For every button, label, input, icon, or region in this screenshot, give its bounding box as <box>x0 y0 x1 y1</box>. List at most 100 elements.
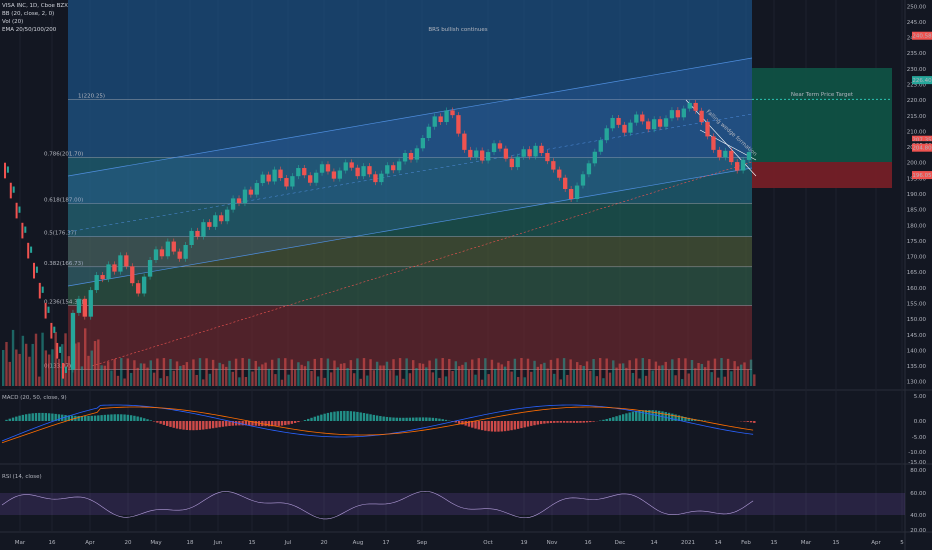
volume-bar <box>421 363 425 386</box>
price-tag-label: 204.80 <box>912 146 932 152</box>
candle <box>444 110 449 123</box>
candle <box>331 171 337 179</box>
candle <box>296 168 301 177</box>
macd-histogram-bar <box>431 417 435 421</box>
volume-bar <box>431 372 435 386</box>
macd-histogram-bar <box>287 421 290 425</box>
volume-bar <box>500 364 503 386</box>
macd-histogram-bar <box>211 421 215 429</box>
volume-bar <box>572 369 576 386</box>
volume-bar <box>595 376 599 386</box>
candle <box>213 215 218 227</box>
legend-ema[interactable]: EMA 20/50/100/200 <box>2 27 57 33</box>
macd-histogram-bar <box>687 417 690 421</box>
candle <box>385 165 390 174</box>
candle <box>462 133 467 150</box>
macd-histogram-bar <box>205 421 208 430</box>
candle <box>141 276 147 294</box>
candle <box>646 121 651 130</box>
volume-bar <box>717 377 720 386</box>
volume-bar <box>188 369 192 386</box>
volume-bar <box>44 350 48 386</box>
volume-bar <box>398 358 402 386</box>
volume-bar <box>651 370 654 386</box>
volume-bar <box>736 366 740 386</box>
candle <box>746 152 752 160</box>
macd-histogram-bar <box>254 421 257 426</box>
legend-vol[interactable]: Vol (20) <box>2 19 24 25</box>
macd-histogram-bar <box>310 417 313 421</box>
volume-bar <box>47 354 51 386</box>
signal-line <box>1 406 754 444</box>
macd-histogram-bar <box>421 417 425 421</box>
macd-histogram-bar <box>494 421 497 432</box>
candle <box>580 174 586 186</box>
macd-histogram-bar <box>405 417 408 421</box>
volume-bar <box>457 366 461 386</box>
volume-bar <box>330 372 333 386</box>
candle <box>88 290 93 317</box>
volume-bar <box>267 368 271 386</box>
macd-histogram-bar <box>57 414 61 421</box>
volume-bar <box>320 358 323 386</box>
volume-bar <box>80 366 84 386</box>
volume-bar <box>293 369 297 386</box>
macd-histogram-bar <box>274 421 277 427</box>
volume-bar <box>592 359 595 386</box>
macd-histogram-bar <box>47 413 51 421</box>
volume-bar <box>507 360 510 386</box>
macd-histogram-bar <box>536 421 540 425</box>
candle <box>219 215 224 222</box>
y-tick-label: 145.00 <box>907 333 927 339</box>
macd-histogram-bar <box>572 421 576 423</box>
volume-bar <box>254 360 257 386</box>
legend-bb[interactable]: BB (20, close, 2, 0) <box>2 11 55 17</box>
volume-bar <box>284 358 287 386</box>
volume-bar <box>300 364 303 386</box>
macd-histogram-bar <box>526 421 530 427</box>
macd-histogram-bar <box>579 421 582 423</box>
candle <box>515 156 520 168</box>
volume-bar <box>582 365 585 386</box>
candle <box>21 222 24 239</box>
candle <box>723 150 728 158</box>
candle <box>735 162 740 171</box>
macd-histogram-bar <box>523 421 526 428</box>
macd-histogram-bar <box>80 416 84 421</box>
candle <box>6 166 9 173</box>
macd-histogram-bar <box>303 420 307 421</box>
volume-bar <box>8 361 11 386</box>
rsi-tick-label: 40.00 <box>910 513 926 519</box>
macd-histogram-bar <box>566 421 569 423</box>
candle <box>699 110 704 123</box>
candle <box>343 162 348 171</box>
fib-zone <box>68 157 752 204</box>
candle <box>355 167 360 177</box>
volume-bar <box>159 378 162 386</box>
volume-bar <box>257 366 261 386</box>
y-tick-label: 150.00 <box>907 317 927 323</box>
macd-histogram-bar <box>221 421 225 427</box>
volume-bar <box>434 358 438 386</box>
volume-bar <box>667 369 671 386</box>
macd-histogram-bar <box>457 421 461 424</box>
volume-bar <box>428 360 431 386</box>
candle <box>236 198 242 204</box>
volume-bar <box>277 358 280 386</box>
candle <box>450 110 455 116</box>
x-tick-label: 15 <box>771 540 778 546</box>
y-tick-label: 215.00 <box>907 114 927 120</box>
volume-bar <box>5 341 8 386</box>
volume-bar <box>211 359 215 386</box>
channel-mid <box>67 113 753 233</box>
candle <box>224 209 230 222</box>
macd-histogram-bar <box>648 410 651 421</box>
legend-symbol[interactable]: VISA INC, 1D, Cboe BZX <box>2 3 68 9</box>
candle <box>414 148 420 160</box>
volume-bar <box>635 358 638 386</box>
volume-bar <box>694 368 697 386</box>
candle <box>640 114 645 122</box>
volume-bar <box>139 363 143 386</box>
fib-zone <box>68 305 752 370</box>
